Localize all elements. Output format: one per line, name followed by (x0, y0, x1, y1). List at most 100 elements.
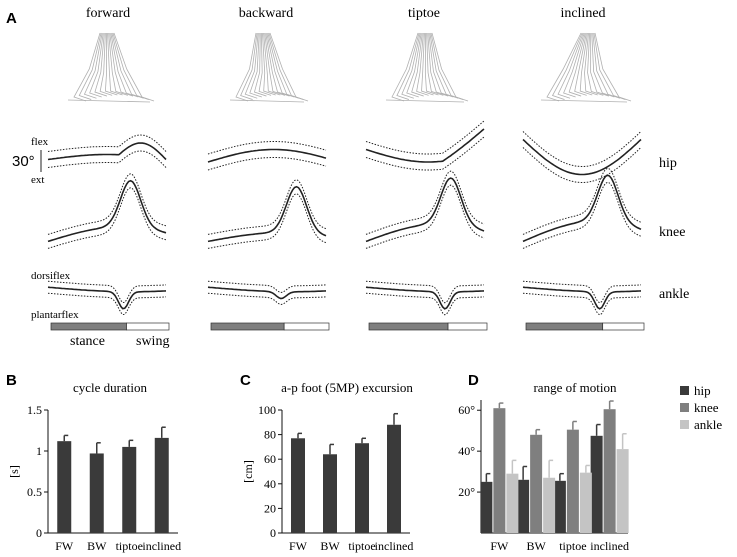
ext-label: ext (31, 174, 44, 186)
knee-curve-inclined (522, 167, 642, 249)
ankle-curve-tiptoe (365, 280, 485, 316)
bar-hip-inclined (590, 435, 603, 533)
legend-label-hip: hip (694, 383, 711, 398)
bar-ankle-inclined (616, 449, 629, 533)
y-tick-label: 20° (458, 485, 475, 499)
phase-bar-backward (210, 322, 330, 331)
bar-hip-tiptoe (553, 480, 566, 533)
y-axis-label: [cm] (241, 460, 255, 483)
legend-swatch-hip (680, 386, 689, 395)
flex-label: flex (31, 136, 49, 148)
joint-label-hip: hip (659, 156, 677, 171)
knee-curve-tiptoe (365, 170, 485, 249)
y-tick-label: 20 (264, 501, 276, 515)
legend-swatch-knee (680, 403, 689, 412)
hip-curve-tiptoe (365, 120, 485, 171)
chart-title: cycle duration (73, 380, 147, 395)
phase-bar-forward (50, 322, 170, 331)
stance-label: stance (70, 334, 105, 349)
hip-curve-backward (207, 141, 327, 171)
bar-hip-FW (480, 481, 493, 533)
knee-curve-forward (47, 173, 167, 249)
joint-label-knee: knee (659, 225, 685, 240)
bar-tiptoe (122, 446, 137, 533)
bar-BW (89, 453, 104, 533)
bar-knee-inclined (603, 409, 616, 533)
chart-title: a-p foot (5MP) excursion (281, 380, 413, 395)
knee-curve-backward (207, 179, 327, 249)
bar-ankle-BW (543, 477, 556, 533)
y-tick-label: 40° (458, 444, 475, 458)
stick-figure-3 (540, 32, 632, 103)
x-tick-label: BW (526, 539, 546, 553)
panel-label-d: D (468, 372, 479, 389)
stance-segment (525, 322, 604, 331)
y-axis-label: [s] (7, 465, 21, 478)
stance-segment (50, 322, 127, 331)
bar-BW (323, 454, 337, 533)
hip-curve-inclined (522, 131, 642, 183)
x-tick-label: inclined (142, 539, 181, 553)
panel-label-c: C (240, 372, 251, 389)
x-tick-label: inclined (375, 539, 414, 553)
condition-label-tiptoe: tiptoe (408, 6, 440, 21)
plantarflex-label: plantarflex (31, 309, 79, 321)
y-tick-label: 100 (258, 403, 276, 417)
swing-segment (447, 322, 488, 331)
swing-segment (602, 322, 645, 331)
ankle-curve-inclined (522, 280, 642, 316)
x-tick-label: inclined (590, 539, 629, 553)
y-tick-label: 40 (264, 477, 276, 491)
bar-inclined (154, 437, 169, 533)
bar-knee-BW (530, 434, 543, 533)
legend-swatch-ankle (680, 420, 689, 429)
y-tick-label: 80 (264, 428, 276, 442)
bar-knee-tiptoe (566, 429, 579, 533)
x-tick-label: BW (320, 539, 340, 553)
bar-inclined (387, 424, 401, 533)
swing-label: swing (136, 334, 169, 349)
condition-label-backward: backward (239, 6, 293, 21)
ankle-curve-forward (47, 280, 167, 316)
bar-FW (57, 441, 72, 533)
y-tick-label: 60 (264, 452, 276, 466)
panel-label-b: B (6, 372, 17, 389)
scale-label: 30° (12, 153, 35, 170)
stick-figure-0 (67, 32, 155, 103)
phase-bar-tiptoe (368, 322, 488, 331)
bar-knee-FW (493, 408, 506, 533)
bar-ankle-FW (506, 473, 519, 533)
ankle-curve-backward (207, 280, 327, 306)
y-tick-label: 60° (458, 403, 475, 417)
y-tick-label: 0 (36, 526, 42, 540)
joint-label-ankle: ankle (659, 287, 689, 302)
swing-segment (283, 322, 330, 331)
bar-FW (291, 438, 305, 533)
legend-label-ankle: ankle (694, 417, 722, 432)
legend-label-knee: knee (694, 400, 719, 415)
y-tick-label: 1.5 (27, 403, 42, 417)
chart-title: range of motion (533, 380, 617, 395)
dorsiflex-label: dorsiflex (31, 270, 71, 282)
x-tick-label: FW (289, 539, 308, 553)
bar-tiptoe (355, 443, 369, 533)
swing-segment (126, 322, 170, 331)
stick-figure-1 (229, 32, 309, 103)
stance-segment (368, 322, 449, 331)
x-tick-label: FW (490, 539, 509, 553)
condition-label-forward: forward (86, 6, 130, 21)
y-tick-label: 0.5 (27, 485, 42, 499)
bar-hip-BW (517, 479, 530, 533)
y-tick-label: 0 (270, 526, 276, 540)
phase-bar-inclined (525, 322, 645, 331)
y-tick-label: 1 (36, 444, 42, 458)
hip-curve-forward (47, 134, 167, 168)
x-tick-label: tiptoe (559, 539, 586, 553)
x-tick-label: tiptoe (348, 539, 375, 553)
